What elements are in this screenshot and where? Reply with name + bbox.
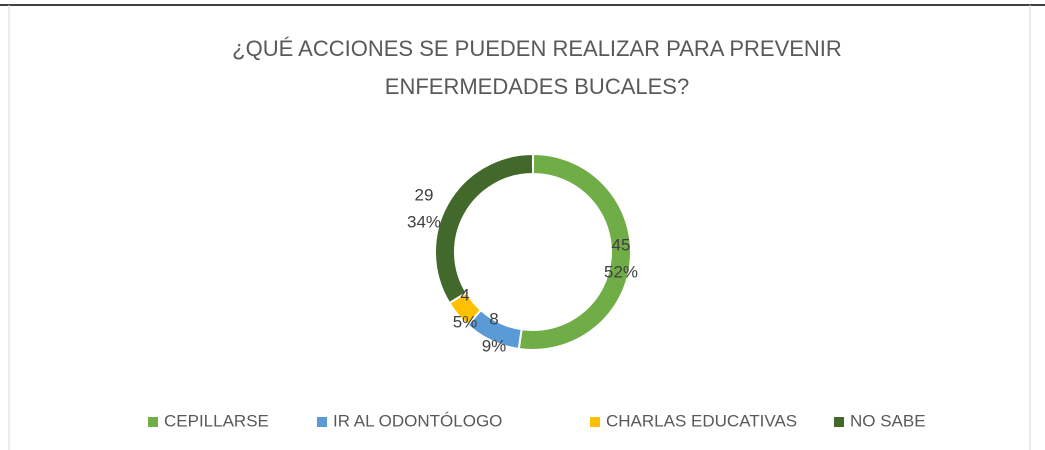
legend-marker [317,417,327,427]
data-label-percent: 5% [453,312,478,331]
legend-marker [590,417,600,427]
legend-label: CHARLAS EDUCATIVAS [606,411,797,430]
data-label-value: 45 [612,235,631,254]
legend-marker [148,417,158,427]
data-label-value: 8 [489,309,498,328]
data-label-value: 4 [460,285,469,304]
data-label-percent: 9% [482,336,507,355]
legend-label: NO SABE [850,411,926,430]
legend-label: CEPILLARSE [164,411,269,430]
data-label-percent: 34% [407,212,441,231]
donut-segment [517,152,632,351]
data-label-value: 29 [415,185,434,204]
data-label-percent: 52% [604,262,638,281]
donut-segment [434,152,534,305]
chart-title: ¿QUÉ ACCIONES SE PUEDEN REALIZAR PARA PR… [232,36,842,61]
legend-marker [834,417,844,427]
legend-label: IR AL ODONTÓLOGO [333,411,502,430]
chart-title: ENFERMEDADES BUCALES? [385,74,689,99]
